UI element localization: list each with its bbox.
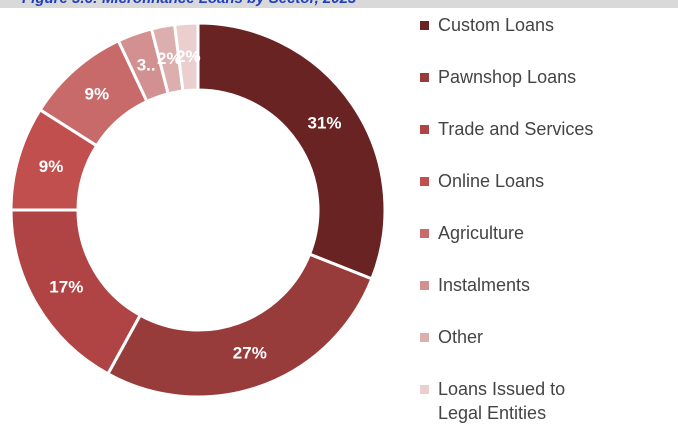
legend-swatch: [420, 229, 429, 238]
legend-swatch: [420, 125, 429, 134]
legend-item: Instalments: [420, 273, 610, 297]
data-label: 27%: [233, 343, 267, 362]
legend-label: Other: [438, 327, 484, 347]
donut-slice: [172, 21, 200, 93]
legend-label: Loans Issued to Legal Entities: [438, 379, 566, 423]
legend-swatch: [420, 177, 429, 186]
legend-item: Online Loans: [420, 169, 610, 193]
legend-item: Agriculture: [420, 221, 610, 245]
chart-title: Figure 3.6: Microfinance Loans by Sector…: [0, 0, 678, 8]
data-label: 2%: [176, 47, 201, 66]
legend-label: Instalments: [438, 275, 531, 295]
legend-item: Trade and Services: [420, 117, 610, 141]
data-label: 31%: [308, 113, 342, 132]
data-label: 9%: [39, 157, 64, 176]
data-label: 9%: [85, 85, 110, 104]
legend-label: Trade and Services: [438, 119, 594, 139]
donut-slice: [105, 252, 374, 399]
legend-item: Other: [420, 325, 610, 349]
legend-swatch: [420, 281, 429, 290]
legend-swatch: [420, 21, 429, 30]
legend-item: Custom Loans: [420, 13, 610, 37]
data-label: 17%: [49, 277, 83, 296]
legend-swatch: [420, 385, 429, 394]
legend-label: Online Loans: [438, 171, 545, 191]
legend-swatch: [420, 333, 429, 342]
legend-label: Agriculture: [438, 223, 525, 243]
chart: 31%27%17%9%9%3.. 2%2%: [9, 21, 387, 399]
legend-swatch: [420, 73, 429, 82]
legend-item: Pawnshop Loans: [420, 65, 610, 89]
legend-item: Loans Issued to Legal Entities: [420, 377, 610, 425]
data-label: 2%: [157, 49, 182, 68]
legend-label: Custom Loans: [438, 15, 555, 35]
data-label: 3..: [137, 56, 156, 75]
legend-label: Pawnshop Loans: [438, 67, 577, 87]
donut-slice: [196, 21, 387, 281]
